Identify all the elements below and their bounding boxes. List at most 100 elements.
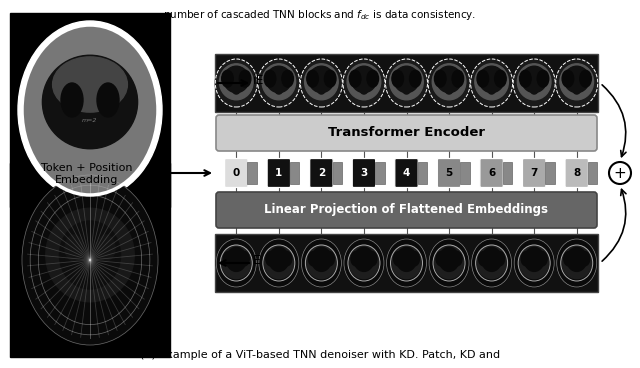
Ellipse shape	[517, 64, 551, 100]
Ellipse shape	[428, 59, 470, 107]
FancyBboxPatch shape	[310, 159, 333, 188]
Ellipse shape	[475, 64, 508, 100]
Ellipse shape	[452, 251, 462, 266]
Ellipse shape	[403, 86, 410, 94]
Text: (b) Example of a ViT-based TNN denoiser with KD. Patch, KD and: (b) Example of a ViT-based TNN denoiser …	[140, 350, 500, 360]
Ellipse shape	[266, 66, 291, 93]
FancyBboxPatch shape	[418, 162, 427, 184]
Bar	[215, 234, 598, 292]
Text: 5: 5	[445, 168, 452, 178]
FancyBboxPatch shape	[225, 159, 248, 188]
Ellipse shape	[324, 251, 334, 266]
FancyBboxPatch shape	[248, 162, 257, 184]
Text: 4: 4	[403, 168, 410, 178]
Text: 0: 0	[233, 168, 240, 178]
Ellipse shape	[564, 251, 573, 266]
Ellipse shape	[524, 247, 544, 272]
Bar	[215, 54, 598, 112]
Ellipse shape	[434, 245, 464, 279]
Ellipse shape	[351, 251, 361, 266]
Ellipse shape	[580, 251, 589, 266]
FancyBboxPatch shape	[290, 162, 300, 184]
Ellipse shape	[307, 70, 318, 87]
Ellipse shape	[410, 70, 421, 87]
Ellipse shape	[301, 239, 341, 287]
Ellipse shape	[221, 245, 252, 279]
Ellipse shape	[354, 247, 374, 272]
Ellipse shape	[397, 247, 417, 272]
Ellipse shape	[215, 59, 257, 107]
FancyBboxPatch shape	[588, 162, 597, 184]
Ellipse shape	[488, 86, 495, 94]
Ellipse shape	[495, 70, 506, 87]
FancyBboxPatch shape	[375, 162, 385, 184]
FancyBboxPatch shape	[437, 159, 461, 188]
Ellipse shape	[479, 66, 504, 93]
Ellipse shape	[562, 70, 573, 87]
Ellipse shape	[472, 239, 511, 287]
FancyBboxPatch shape	[460, 162, 470, 184]
Ellipse shape	[390, 64, 423, 100]
Text: E: E	[253, 255, 261, 268]
Ellipse shape	[531, 86, 538, 94]
Ellipse shape	[537, 251, 547, 266]
Ellipse shape	[519, 245, 549, 279]
Ellipse shape	[97, 83, 119, 117]
Ellipse shape	[439, 247, 459, 272]
Ellipse shape	[266, 251, 276, 266]
Ellipse shape	[367, 251, 377, 266]
Ellipse shape	[275, 86, 282, 94]
Ellipse shape	[221, 70, 233, 87]
Ellipse shape	[308, 66, 334, 93]
Ellipse shape	[60, 221, 120, 289]
Ellipse shape	[522, 66, 547, 93]
Ellipse shape	[479, 251, 488, 266]
Ellipse shape	[282, 70, 293, 87]
Bar	[10, 163, 170, 357]
Text: 1: 1	[275, 168, 282, 178]
Ellipse shape	[567, 247, 587, 272]
Ellipse shape	[22, 25, 158, 195]
Ellipse shape	[410, 251, 419, 266]
FancyBboxPatch shape	[216, 115, 597, 151]
FancyBboxPatch shape	[216, 192, 597, 228]
Ellipse shape	[452, 70, 463, 87]
Ellipse shape	[308, 251, 318, 266]
Text: +: +	[614, 166, 627, 180]
Ellipse shape	[557, 239, 596, 287]
Text: m=2: m=2	[82, 118, 97, 123]
Ellipse shape	[495, 251, 504, 266]
Ellipse shape	[282, 251, 292, 266]
Ellipse shape	[521, 251, 531, 266]
Ellipse shape	[264, 245, 294, 279]
Ellipse shape	[436, 66, 461, 93]
Ellipse shape	[562, 245, 592, 279]
Ellipse shape	[223, 66, 249, 93]
Ellipse shape	[385, 59, 428, 107]
Ellipse shape	[312, 247, 332, 272]
Ellipse shape	[573, 86, 580, 94]
Ellipse shape	[560, 64, 593, 100]
Ellipse shape	[227, 247, 246, 272]
Ellipse shape	[258, 59, 300, 107]
Ellipse shape	[514, 239, 554, 287]
FancyBboxPatch shape	[522, 159, 546, 188]
Ellipse shape	[65, 235, 83, 261]
Ellipse shape	[81, 128, 99, 148]
Ellipse shape	[347, 64, 381, 100]
Ellipse shape	[360, 86, 367, 94]
Ellipse shape	[482, 247, 502, 272]
Ellipse shape	[223, 251, 233, 266]
Ellipse shape	[239, 70, 251, 87]
Ellipse shape	[392, 245, 422, 279]
FancyBboxPatch shape	[545, 162, 555, 184]
Ellipse shape	[394, 66, 419, 93]
Ellipse shape	[580, 70, 591, 87]
Ellipse shape	[349, 70, 361, 87]
Ellipse shape	[429, 239, 469, 287]
Ellipse shape	[259, 239, 299, 287]
Ellipse shape	[470, 59, 513, 107]
Ellipse shape	[22, 175, 158, 345]
Ellipse shape	[435, 70, 446, 87]
Text: iE: iE	[253, 74, 264, 88]
